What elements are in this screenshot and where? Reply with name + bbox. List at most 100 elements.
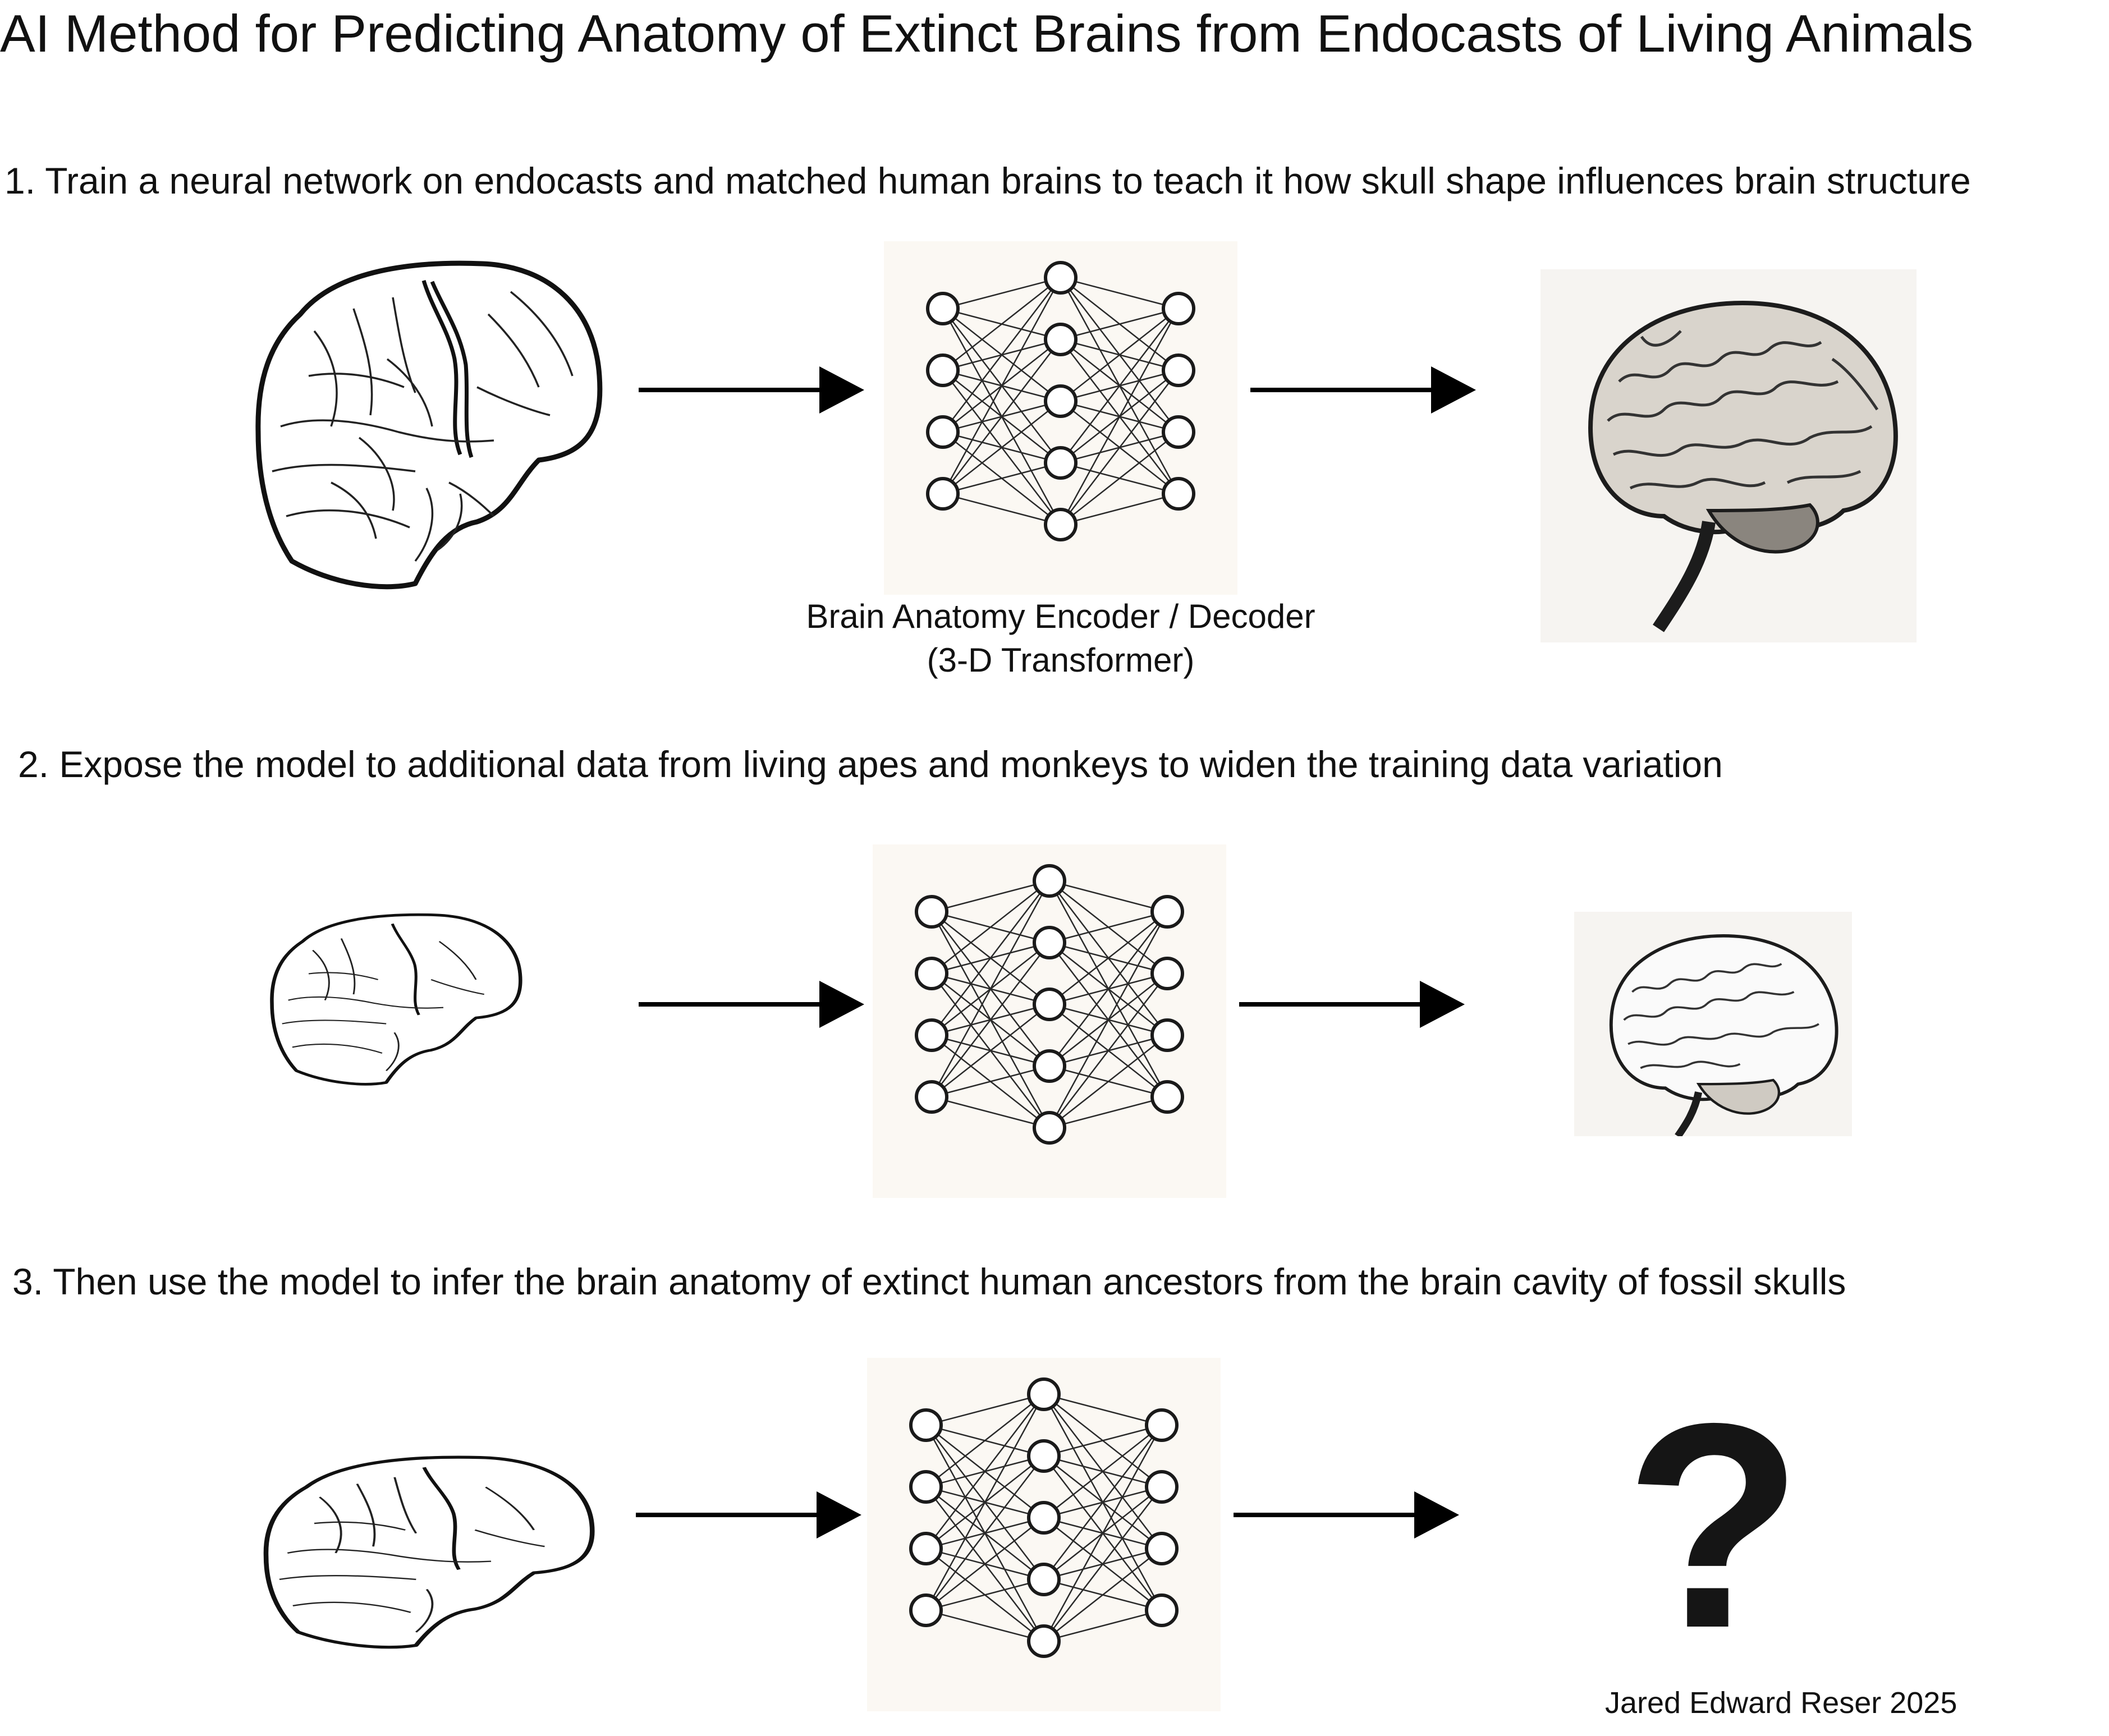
step-2-label: 2. Expose the model to additional data f… bbox=[18, 743, 1723, 785]
network-node bbox=[915, 1080, 948, 1114]
network-connection bbox=[1043, 1425, 1163, 1642]
network-node bbox=[1150, 1080, 1184, 1114]
network-node bbox=[1033, 864, 1066, 898]
network-node bbox=[1044, 323, 1078, 356]
network-connection bbox=[931, 1065, 1050, 1098]
network-connection bbox=[1043, 1609, 1162, 1642]
network-node bbox=[909, 1408, 943, 1442]
network-connection bbox=[925, 1609, 1044, 1642]
network-node bbox=[1145, 1532, 1179, 1565]
arrow-right bbox=[634, 976, 870, 1032]
arrow-right bbox=[1246, 362, 1482, 418]
network-connection bbox=[942, 277, 1062, 494]
network-node bbox=[1027, 1439, 1061, 1473]
network-connection bbox=[925, 1517, 1044, 1611]
network-connection bbox=[925, 1393, 1044, 1426]
brain-illustration bbox=[1574, 912, 1852, 1136]
arrow-right bbox=[1235, 976, 1470, 1032]
network-connection bbox=[1048, 911, 1168, 1128]
network-connection bbox=[925, 1394, 1044, 1549]
network-connection bbox=[942, 277, 1061, 433]
network-connection bbox=[1049, 911, 1168, 1067]
network-connection bbox=[931, 880, 1050, 974]
network-node bbox=[1150, 957, 1184, 990]
network-connection bbox=[1049, 1035, 1168, 1128]
arrow-right bbox=[631, 1487, 867, 1543]
network-node bbox=[1162, 415, 1195, 449]
network-connection bbox=[942, 401, 1061, 494]
network-connection bbox=[931, 942, 1050, 1097]
network-connection bbox=[1043, 1393, 1162, 1426]
network-node bbox=[1150, 895, 1184, 929]
neural-network-diagram bbox=[884, 241, 1237, 595]
endocast-drawing bbox=[247, 247, 617, 600]
network-connection bbox=[1043, 1486, 1162, 1642]
network-node bbox=[1027, 1501, 1061, 1535]
network-connection bbox=[1043, 1548, 1162, 1642]
network-node bbox=[1044, 446, 1078, 480]
network-connection bbox=[1049, 1096, 1168, 1129]
brain-illustration bbox=[1541, 269, 1917, 642]
network-node bbox=[915, 957, 948, 990]
network-node bbox=[926, 292, 960, 325]
network-node bbox=[1033, 926, 1066, 959]
network-node bbox=[1162, 292, 1195, 325]
network-node bbox=[1150, 1018, 1184, 1052]
network-connection bbox=[931, 1096, 1050, 1129]
network-node bbox=[915, 895, 948, 929]
network-connection bbox=[1060, 308, 1179, 402]
author-credit: Jared Edward Reser 2025 bbox=[1605, 1686, 1957, 1720]
network-node bbox=[1162, 353, 1195, 387]
network-connection bbox=[1049, 973, 1168, 1128]
network-connection bbox=[925, 1455, 1044, 1611]
network-node bbox=[1044, 508, 1078, 541]
network-caption: Brain Anatomy Encoder / Decoder (3-D Tra… bbox=[746, 595, 1375, 682]
network-connection bbox=[1060, 370, 1179, 525]
network-node bbox=[1027, 1563, 1061, 1596]
network-connection bbox=[931, 880, 1050, 1036]
network-node bbox=[1044, 384, 1078, 418]
network-node bbox=[1033, 1049, 1066, 1083]
network-connection bbox=[1060, 431, 1179, 525]
network-node bbox=[926, 415, 960, 449]
step-1-label: 1. Train a neural network on endocasts a… bbox=[4, 160, 1971, 201]
question-mark: ? bbox=[1625, 1363, 1803, 1689]
network-connection bbox=[942, 493, 1061, 526]
network-connection bbox=[925, 1394, 1044, 1487]
network-connection bbox=[930, 880, 1051, 1097]
network-node bbox=[926, 353, 960, 387]
page-title: AI Method for Predicting Anatomy of Exti… bbox=[0, 4, 1974, 63]
network-caption-line2: (3-D Transformer) bbox=[927, 641, 1195, 679]
network-node bbox=[1044, 261, 1078, 295]
network-node bbox=[909, 1593, 943, 1627]
network-connection bbox=[1049, 911, 1168, 1005]
arrow-right bbox=[1229, 1487, 1465, 1543]
network-node bbox=[915, 1018, 948, 1052]
network-connection bbox=[1060, 277, 1179, 310]
network-node bbox=[1145, 1470, 1179, 1504]
network-connection bbox=[942, 339, 1061, 494]
network-connection bbox=[925, 1578, 1044, 1611]
network-node bbox=[1033, 988, 1066, 1021]
network-connection bbox=[925, 1394, 1045, 1611]
network-connection bbox=[942, 277, 1061, 310]
network-connection bbox=[1043, 1425, 1162, 1518]
network-connection bbox=[1043, 1424, 1162, 1457]
neural-network-diagram bbox=[867, 1358, 1221, 1711]
network-connection bbox=[1049, 911, 1168, 944]
endocast-drawing bbox=[264, 906, 533, 1091]
network-connection bbox=[1060, 308, 1180, 525]
network-node bbox=[1027, 1624, 1061, 1658]
network-node bbox=[1027, 1377, 1061, 1411]
network-connection bbox=[1060, 493, 1179, 526]
network-node bbox=[909, 1532, 943, 1565]
network-connection bbox=[1043, 1425, 1162, 1580]
network-caption-line1: Brain Anatomy Encoder / Decoder bbox=[806, 598, 1315, 635]
network-node bbox=[1162, 477, 1195, 511]
network-connection bbox=[942, 277, 1061, 371]
network-connection bbox=[931, 880, 1050, 913]
network-connection bbox=[1060, 307, 1179, 341]
network-connection bbox=[1060, 308, 1179, 463]
network-connection bbox=[942, 462, 1061, 495]
network-node bbox=[1145, 1593, 1179, 1627]
